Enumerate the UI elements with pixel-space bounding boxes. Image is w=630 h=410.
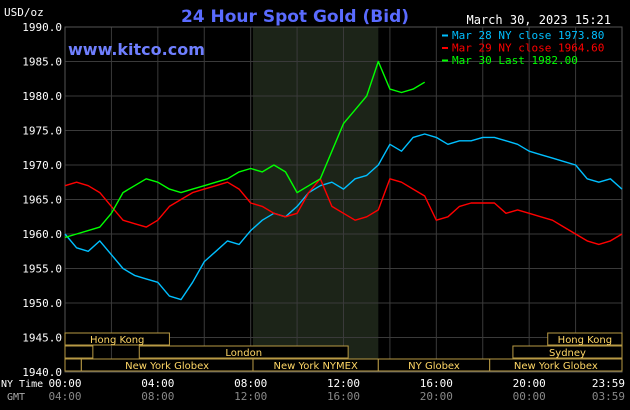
gmt-label: GMT	[7, 392, 25, 403]
session-bar	[512, 345, 623, 359]
x-tick-label: 16:00	[420, 377, 453, 390]
ny-time-label: NY Time	[1, 379, 43, 390]
unit-label: USD/oz	[4, 6, 44, 19]
session-label: New York Globex	[125, 361, 209, 372]
y-tick-label: 1965.0	[22, 194, 62, 207]
gmt-tick-label: 20:00	[420, 390, 453, 403]
y-tick-label: 1950.0	[22, 297, 62, 310]
y-tick-label: 1985.0	[22, 56, 62, 69]
session-label: New York NYMEX	[273, 361, 358, 372]
session-label: Sydney	[549, 348, 586, 359]
session-bar	[64, 345, 94, 359]
legend-label: Mar 30 Last 1982.00	[452, 54, 578, 67]
gmt-tick-label: 08:00	[141, 390, 174, 403]
session-bars: Hong Kong London New York Globex New York N…	[64, 332, 623, 372]
session-label: Hong Kong	[90, 335, 144, 346]
gmt-tick-label: 03:59	[592, 390, 625, 403]
y-tick-label: 1975.0	[22, 125, 62, 138]
timestamp: March 30, 2023 15:21	[467, 13, 612, 27]
series-line	[64, 178, 623, 246]
gmt-tick-label: 16:00	[327, 390, 360, 403]
plot-border	[64, 26, 623, 373]
x-tick-label: 23:59	[592, 377, 625, 390]
y-tick-label: 1980.0	[22, 90, 62, 103]
session-label: London	[225, 348, 262, 359]
grid-lines	[64, 26, 623, 373]
session-bar	[138, 345, 349, 359]
session-bar	[547, 332, 623, 346]
session-label: New York Globex	[514, 361, 598, 372]
legend-label: Mar 29 NY close 1964.60	[452, 42, 604, 55]
x-tick-label: 12:00	[327, 377, 360, 390]
gmt-tick-label: 04:00	[48, 390, 81, 403]
y-tick-label: 1940.0	[22, 366, 62, 379]
series-line	[64, 133, 623, 301]
y-tick-label: 1945.0	[22, 332, 62, 345]
y-tick-label: 1970.0	[22, 159, 62, 172]
y-axis-ticks: 1990.0 1985.0 1980.0 1975.0 1970.0 1965.0 1960…	[22, 21, 62, 379]
x-tick-label: 00:00	[48, 377, 81, 390]
x-tick-label: 08:00	[234, 377, 267, 390]
series-line	[64, 60, 426, 239]
gmt-tick-label: 12:00	[234, 390, 267, 403]
x-tick-label: 04:00	[141, 377, 174, 390]
watermark: www.kitco.com	[68, 40, 205, 59]
x-tick-label: 20:00	[513, 377, 546, 390]
session-bar	[64, 332, 170, 346]
session-bar	[64, 358, 82, 372]
session-bar	[489, 358, 623, 372]
y-tick-label: 1990.0	[22, 21, 62, 34]
chart-title: 24 Hour Spot Gold (Bid)	[181, 7, 409, 27]
legend-label: Mar 28 NY close 1973.80	[452, 29, 604, 42]
session-label: NY Globex	[408, 361, 460, 372]
gmt-tick-label: 00:00	[513, 390, 546, 403]
y-tick-label: 1955.0	[22, 263, 62, 276]
series-lines	[64, 60, 623, 301]
y-tick-label: 1960.0	[22, 228, 62, 241]
session-label: Hong Kong	[558, 335, 612, 346]
